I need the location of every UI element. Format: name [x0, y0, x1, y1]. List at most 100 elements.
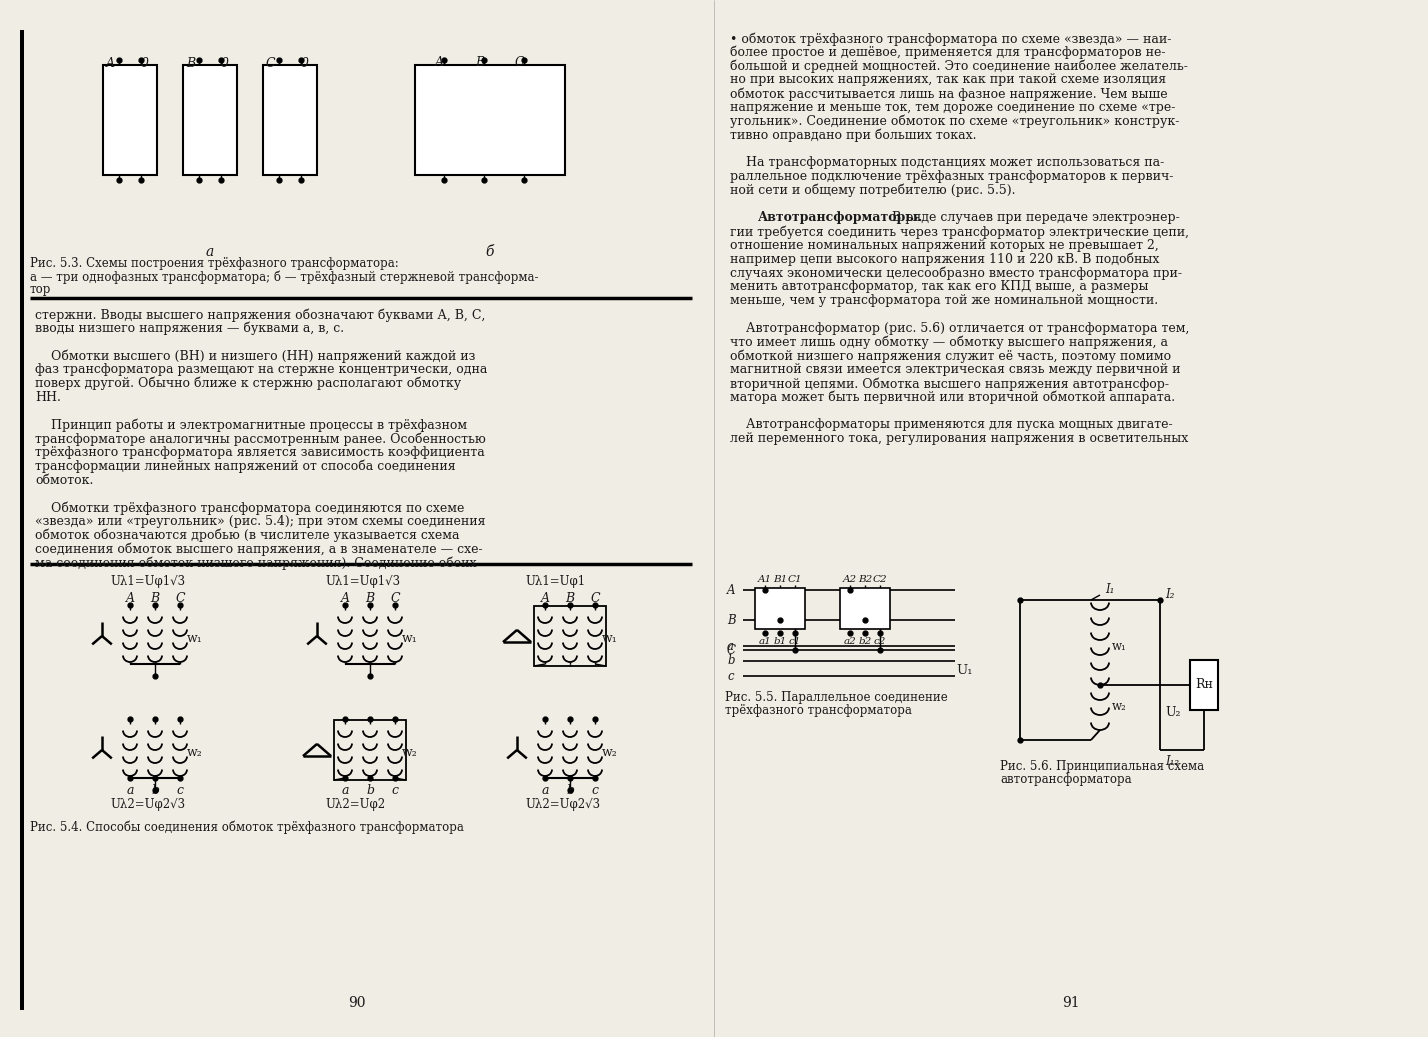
Text: A: A [727, 584, 735, 596]
Text: c: c [177, 784, 184, 797]
Text: a2: a2 [844, 637, 857, 646]
Text: обмоток обозначаются дробью (в числителе указывается схема: обмоток обозначаются дробью (в числителе… [36, 529, 460, 542]
Text: но при высоких напряжениях, так как при такой схеме изоляция: но при высоких напряжениях, так как при … [730, 74, 1167, 86]
Text: c: c [591, 784, 598, 797]
Text: Обмотки высшего (ВН) и низшего (НН) напряжений каждой из: Обмотки высшего (ВН) и низшего (НН) напр… [36, 349, 476, 363]
Text: Автотрансформаторы применяются для пуска мощных двигате-: Автотрансформаторы применяются для пуска… [730, 418, 1172, 431]
Bar [20, 30, 24, 1010]
Text: C: C [176, 592, 184, 605]
Text: Рис. 5.4. Способы соединения обмоток трёхфазного трансформатора: Рис. 5.4. Способы соединения обмоток трё… [30, 820, 464, 834]
Text: «звезда» или «треугольник» (рис. 5.4); при этом схемы соединения: «звезда» или «треугольник» (рис. 5.4); п… [36, 515, 486, 528]
Text: соединения обмоток высшего напряжения, а в знаменателе — схе-: соединения обмоток высшего напряжения, а… [36, 542, 483, 556]
Text: A2: A2 [843, 574, 857, 584]
Text: A: A [340, 592, 350, 605]
Bar [755, 588, 805, 629]
Text: 0: 0 [221, 57, 228, 71]
Text: б: б [486, 245, 494, 259]
Text: Uλ2=Uφ2: Uλ2=Uφ2 [326, 798, 386, 811]
Text: C: C [727, 644, 735, 656]
Text: C: C [590, 592, 600, 605]
Text: вводы низшего напряжения — буквами а, в, с.: вводы низшего напряжения — буквами а, в,… [36, 321, 344, 335]
Text: 0: 0 [141, 57, 149, 71]
Text: менить автотрансформатор, так как его КПД выше, а размеры: менить автотрансформатор, так как его КП… [730, 280, 1148, 293]
Text: A: A [106, 57, 116, 71]
Text: автотрансформатора: автотрансформатора [1000, 773, 1131, 786]
Text: 91: 91 [1062, 996, 1080, 1010]
Text: например цепи высокого напряжения 110 и 220 кВ. В подобных: например цепи высокого напряжения 110 и … [730, 253, 1160, 267]
Text: Рис. 5.6. Принципиальная схема: Рис. 5.6. Принципиальная схема [1000, 760, 1204, 773]
Text: a: a [126, 784, 134, 797]
Text: B: B [476, 56, 484, 69]
Text: B1: B1 [773, 574, 787, 584]
Text: w₂: w₂ [1112, 700, 1127, 713]
Text: Uλ1=Uφ1√3: Uλ1=Uφ1√3 [110, 574, 186, 588]
Text: Uλ2=Uφ2√3: Uλ2=Uφ2√3 [110, 798, 186, 811]
Text: B2: B2 [858, 574, 873, 584]
Text: матора может быть первичной или вторичной обмоткой аппарата.: матора может быть первичной или вторично… [730, 391, 1175, 404]
Text: b: b [366, 784, 374, 797]
Text: w₂: w₂ [603, 746, 618, 759]
Text: w₁: w₁ [1112, 640, 1127, 653]
Text: Rн: Rн [1195, 678, 1212, 692]
Text: Рис. 5.3. Схемы построения трёхфазного трансформатора:: Рис. 5.3. Схемы построения трёхфазного т… [30, 257, 398, 270]
Text: • обмоток трёхфазного трансформатора по схеме «звезда» — наи-: • обмоток трёхфазного трансформатора по … [730, 32, 1171, 46]
Text: C1: C1 [788, 574, 803, 584]
Text: большой и средней мощностей. Это соединение наиболее желатель-: большой и средней мощностей. Это соедине… [730, 59, 1188, 73]
Text: I₁₂: I₁₂ [1165, 755, 1180, 768]
Text: b2: b2 [858, 637, 871, 646]
Text: a: a [727, 640, 734, 652]
Text: трёхфазного трансформатора является зависимость коэффициента: трёхфазного трансформатора является зави… [36, 446, 484, 459]
Text: C2: C2 [873, 574, 887, 584]
Text: магнитной связи имеется электрическая связь между первичной и: магнитной связи имеется электрическая св… [730, 363, 1181, 376]
Text: меньше, чем у трансформатора той же номинальной мощности.: меньше, чем у трансформатора той же номи… [730, 295, 1158, 307]
Text: В ряде случаев при передаче электроэнер-: В ряде случаев при передаче электроэнер- [888, 212, 1180, 224]
Text: b: b [151, 784, 159, 797]
Bar [334, 720, 406, 780]
Text: гии требуется соединить через трансформатор электрические цепи,: гии требуется соединить через трансформа… [730, 225, 1190, 239]
Text: C: C [266, 57, 276, 71]
Text: обмоток.: обмоток. [36, 474, 93, 486]
Text: лей переменного тока, регулирования напряжения в осветительных: лей переменного тока, регулирования напр… [730, 432, 1188, 445]
Text: вторичной цепями. Обмотка высшего напряжения автотрансфор-: вторичной цепями. Обмотка высшего напряж… [730, 377, 1170, 391]
Text: стержни. Вводы высшего напряжения обозначают буквами А, В, С,: стержни. Вводы высшего напряжения обозна… [36, 308, 486, 321]
Text: угольник». Соединение обмоток по схеме «треугольник» конструк-: угольник». Соединение обмоток по схеме «… [730, 115, 1180, 129]
Text: Автотрансформаторы.: Автотрансформаторы. [758, 212, 922, 224]
Text: Обмотки трёхфазного трансформатора соединяются по схеме: Обмотки трёхфазного трансформатора соеди… [36, 501, 464, 514]
Text: U₂: U₂ [1165, 706, 1181, 719]
Text: b1: b1 [774, 637, 787, 646]
Text: а — три однофазных трансформатора; б — трёхфазный стержневой трансформа-: а — три однофазных трансформатора; б — т… [30, 270, 538, 283]
Text: B: B [186, 57, 196, 71]
Text: U₁: U₁ [957, 664, 974, 676]
Bar [416, 65, 565, 175]
Text: w₁: w₁ [403, 632, 418, 645]
Text: Автотрансформатор (рис. 5.6) отличается от трансформатора тем,: Автотрансформатор (рис. 5.6) отличается … [730, 321, 1190, 335]
Text: На трансформаторных подстанциях может использоваться па-: На трансформаторных подстанциях может ис… [730, 157, 1164, 169]
Text: B: B [727, 614, 735, 626]
Bar [534, 606, 605, 666]
Text: обмоток рассчитывается лишь на фазное напряжение. Чем выше: обмоток рассчитывается лишь на фазное на… [730, 87, 1168, 101]
Text: a: a [541, 784, 548, 797]
Text: поверх другой. Обычно ближе к стержню располагают обмотку: поверх другой. Обычно ближе к стержню ра… [36, 377, 461, 391]
Text: b: b [727, 654, 734, 668]
Text: B: B [150, 592, 160, 605]
Text: c2: c2 [874, 637, 887, 646]
Text: 0: 0 [301, 57, 308, 71]
Text: w₁: w₁ [187, 632, 203, 645]
Text: c1: c1 [788, 637, 801, 646]
Text: w₂: w₂ [187, 746, 203, 759]
Text: a: a [341, 784, 348, 797]
Text: случаях экономически целесообразно вместо трансформатора при-: случаях экономически целесообразно вмест… [730, 267, 1182, 280]
Text: тивно оправдано при больших токах.: тивно оправдано при больших токах. [730, 129, 977, 142]
Text: Принцип работы и электромагнитные процессы в трёхфазном: Принцип работы и электромагнитные процес… [36, 418, 467, 431]
Bar [263, 65, 317, 175]
Bar [183, 65, 237, 175]
Text: ма соединения обмоток низшего напряжения). Соединение обеих: ма соединения обмоток низшего напряжения… [36, 557, 477, 570]
Bar [840, 588, 890, 629]
Text: A: A [436, 56, 444, 69]
Text: I₂: I₂ [1165, 588, 1174, 601]
Text: w₂: w₂ [403, 746, 418, 759]
Text: НН.: НН. [36, 391, 61, 403]
Text: a1: a1 [758, 637, 771, 646]
Text: 90: 90 [348, 996, 366, 1010]
Text: Uλ1=Uφ1√3: Uλ1=Uφ1√3 [326, 574, 400, 588]
